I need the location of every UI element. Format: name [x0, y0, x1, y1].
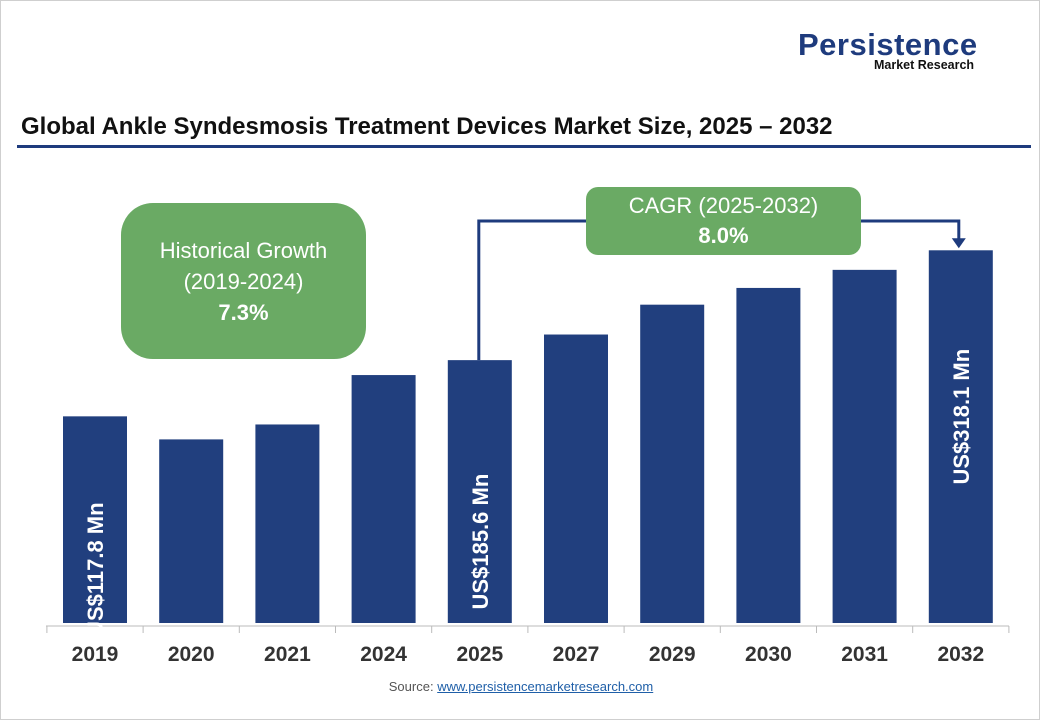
cagr-value: 8.0%: [698, 223, 749, 248]
data-label-2019: US$117.8 Mn: [83, 502, 108, 637]
data-label-2032: US$318.1 Mn: [949, 349, 974, 485]
bar-2032: [928, 250, 993, 623]
x-tick-label-2027: 2027: [553, 643, 600, 666]
x-tick-label-2020: 2020: [168, 643, 215, 666]
bar-2021: [255, 424, 320, 623]
historical-value: 7.3%: [218, 300, 269, 325]
x-tick-label-2032: 2032: [937, 643, 984, 666]
source-note: Source: www.persistencemarketresearch.co…: [1, 679, 1039, 694]
historical-label: Historical Growth: [159, 238, 328, 263]
historical-period: (2019-2024): [183, 269, 304, 294]
cagr-box: CAGR (2025-2032) 8.0%: [586, 187, 861, 255]
bar-2029: [640, 304, 705, 623]
bar-2031: [832, 269, 897, 623]
bar-2024: [351, 375, 416, 623]
bar-2020: [159, 439, 224, 623]
bar-2019: [63, 416, 127, 623]
arrow-down-icon: [951, 238, 966, 249]
source-label: Source:: [388, 679, 434, 694]
x-tick-label-2030: 2030: [745, 643, 792, 666]
x-tick-label-2019: 2019: [72, 643, 119, 666]
logo: Persistence: [798, 27, 978, 62]
data-label-2025: US$185.6 Mn: [468, 474, 493, 610]
bar-2027: [544, 334, 608, 623]
x-tick-label-2021: 2021: [264, 643, 311, 666]
x-tick-label-2025: 2025: [456, 643, 503, 666]
bar-2030: [736, 287, 801, 623]
logo-subtitle: Market Research: [874, 58, 975, 72]
x-tick-label-2031: 2031: [841, 643, 888, 666]
x-tick-label-2024: 2024: [360, 643, 407, 666]
cagr-label: CAGR (2025-2032): [628, 193, 819, 218]
chart-title: Global Ankle Syndesmosis Treatment Devic…: [21, 113, 833, 140]
title-divider: [17, 145, 1031, 148]
historical-growth-box: Historical Growth (2019-2024) 7.3%: [121, 203, 366, 359]
x-tick-label-2029: 2029: [649, 643, 696, 666]
bar-2025: [447, 360, 512, 623]
source-link[interactable]: www.persistencemarketresearch.com: [437, 679, 654, 694]
